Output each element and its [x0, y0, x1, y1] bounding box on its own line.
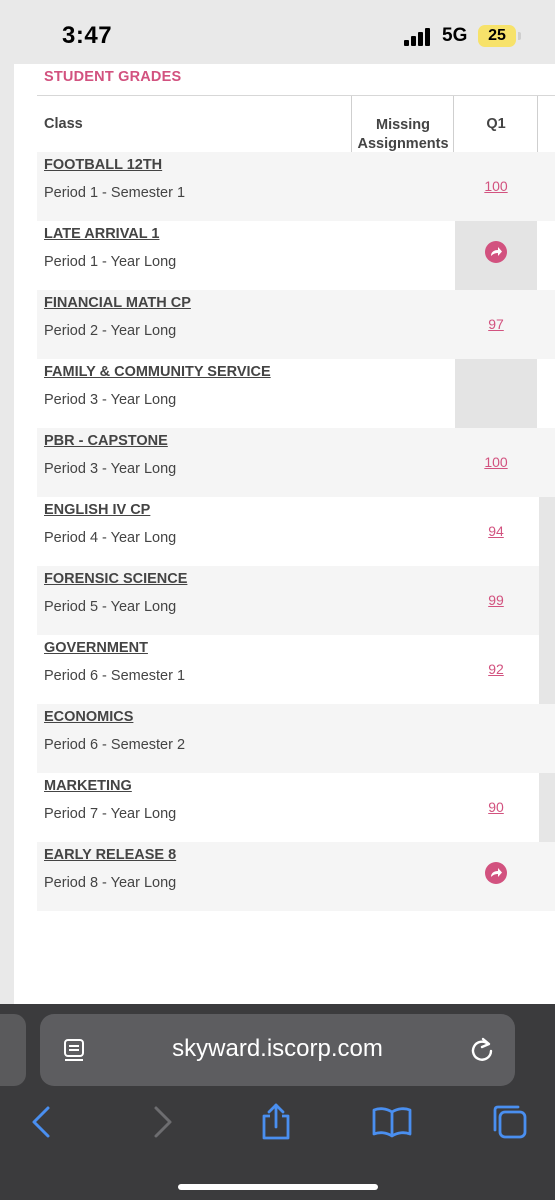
next-column-cell [539, 635, 555, 704]
q1-cell: 99 [455, 566, 537, 635]
q1-cell: 100 [455, 152, 537, 221]
q1-cell [455, 221, 537, 290]
class-name-link[interactable]: GOVERNMENT [44, 640, 148, 656]
class-name-link[interactable]: FINANCIAL MATH CP [44, 295, 191, 311]
table-row: LATE ARRIVAL 1 Period 1 - Year Long [37, 221, 555, 290]
q1-cell: 92 [455, 635, 537, 704]
network-type: 5G [442, 25, 468, 46]
previous-tab[interactable] [0, 1014, 26, 1086]
section-title: STUDENT GRADES [44, 69, 182, 85]
battery-nub [518, 32, 521, 40]
column-divider [453, 96, 454, 152]
column-divider [351, 96, 352, 152]
back-icon[interactable] [22, 1102, 62, 1142]
class-period: Period 3 - Year Long [44, 461, 177, 477]
header-missing-assignments: Missing Assignments [357, 117, 449, 152]
table-header: Class Missing Assignments Q1 [37, 96, 555, 152]
next-column-cell [539, 566, 555, 635]
q1-cell: 97 [455, 290, 537, 359]
grades-table: FOOTBALL 12TH Period 1 - Semester 1 100 LAT… [37, 152, 555, 911]
battery-icon: 25 [478, 25, 516, 47]
status-time: 3:47 [62, 22, 113, 49]
header-class: Class [44, 116, 83, 132]
class-period: Period 4 - Year Long [44, 530, 177, 546]
q1-cell: 100 [455, 428, 537, 497]
divider [37, 95, 555, 96]
table-row: ECONOMICS Period 6 - Semester 2 [37, 704, 555, 773]
address-bar[interactable]: skyward.iscorp.com [40, 1014, 515, 1086]
class-name-link[interactable]: ENGLISH IV CP [44, 502, 151, 518]
class-period: Period 1 - Semester 1 [44, 185, 186, 201]
class-period: Period 8 - Year Long [44, 875, 177, 891]
class-name-link[interactable]: LATE ARRIVAL 1 [44, 226, 160, 242]
next-column-cell [539, 497, 555, 566]
table-row: ENGLISH IV CP Period 4 - Year Long 94 [37, 497, 555, 566]
header-q1: Q1 [486, 116, 506, 132]
page-content: STUDENT GRADES Class Missing Assignments… [14, 64, 555, 1004]
table-row: FOOTBALL 12TH Period 1 - Semester 1 100 [37, 152, 555, 221]
q1-grade-link[interactable]: 90 [488, 799, 504, 815]
home-indicator [178, 1184, 378, 1190]
class-period: Period 2 - Year Long [44, 323, 177, 339]
table-row: FAMILY & COMMUNITY SERVICE Period 3 - Yea… [37, 359, 555, 428]
forward-icon[interactable] [142, 1102, 182, 1142]
class-name-link[interactable]: EARLY RELEASE 8 [44, 847, 177, 863]
class-period: Period 6 - Semester 2 [44, 737, 186, 753]
share-icon[interactable] [256, 1102, 296, 1142]
class-period: Period 1 - Year Long [44, 254, 177, 270]
table-row: EARLY RELEASE 8 Period 8 - Year Long [37, 842, 555, 911]
page-menu-icon[interactable] [62, 1038, 88, 1069]
tabs-icon[interactable] [490, 1102, 530, 1142]
class-name-link[interactable]: FAMILY & COMMUNITY SERVICE [44, 364, 271, 380]
q1-grade-link[interactable]: 94 [488, 523, 504, 539]
browser-bar: skyward.iscorp.com [0, 1004, 555, 1200]
q1-grade-link[interactable]: 100 [484, 454, 508, 470]
forward-arrow-icon[interactable] [485, 241, 507, 263]
reload-icon[interactable] [468, 1036, 496, 1069]
table-row: PBR - CAPSTONE Period 3 - Year Long 100 [37, 428, 555, 497]
q1-grade-link[interactable]: 92 [488, 661, 504, 677]
q1-grade-link[interactable]: 97 [488, 316, 504, 332]
q1-grade-link[interactable]: 100 [484, 178, 508, 194]
column-divider [537, 96, 538, 152]
table-row: GOVERNMENT Period 6 - Semester 1 92 [37, 635, 555, 704]
table-row: FINANCIAL MATH CP Period 2 - Year Long 97 [37, 290, 555, 359]
q1-cell [455, 359, 537, 428]
url-text: skyward.iscorp.com [172, 1035, 383, 1062]
table-row: MARKETING Period 7 - Year Long 90 [37, 773, 555, 842]
class-name-link[interactable]: FORENSIC SCIENCE [44, 571, 188, 587]
q1-cell: 94 [455, 497, 537, 566]
class-name-link[interactable]: MARKETING [44, 778, 132, 794]
q1-grade-link[interactable]: 99 [488, 592, 504, 608]
class-period: Period 6 - Semester 1 [44, 668, 186, 684]
class-period: Period 5 - Year Long [44, 599, 177, 615]
next-column-cell [539, 773, 555, 842]
bookmarks-icon[interactable] [372, 1102, 412, 1142]
q1-cell [455, 704, 537, 773]
class-period: Period 7 - Year Long [44, 806, 177, 822]
forward-arrow-icon[interactable] [485, 862, 507, 884]
class-name-link[interactable]: FOOTBALL 12TH [44, 157, 163, 173]
status-bar: 3:47 5G 25 [0, 0, 555, 64]
table-row: FORENSIC SCIENCE Period 5 - Year Long 99 [37, 566, 555, 635]
q1-cell: 90 [455, 773, 537, 842]
class-name-link[interactable]: ECONOMICS [44, 709, 134, 725]
signal-icon [404, 28, 434, 46]
class-name-link[interactable]: PBR - CAPSTONE [44, 433, 168, 449]
class-period: Period 3 - Year Long [44, 392, 177, 408]
q1-cell [455, 842, 537, 911]
